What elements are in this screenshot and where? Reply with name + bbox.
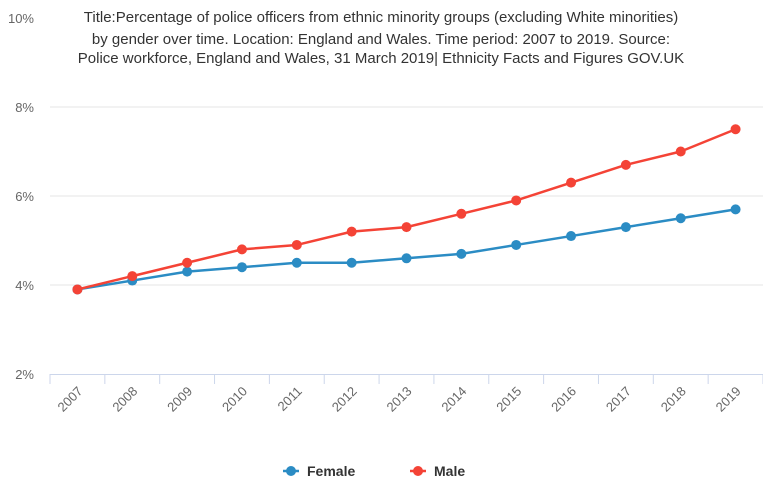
chart-title-line: Title:Percentage of police officers from… [84,9,678,26]
grid-lines [50,106,763,286]
legend-label: Female [307,463,355,479]
y-tick-label: 10% [8,11,34,26]
data-point[interactable] [675,213,686,224]
y-tick-label: 4% [15,278,34,293]
x-tick-label: 2010 [219,384,250,415]
series-female [72,204,741,295]
series-male [72,124,741,295]
data-point[interactable] [72,284,83,295]
y-tick-label: 6% [15,189,34,204]
data-point[interactable] [401,222,412,233]
chart-title-line: by gender over time. Location: England a… [92,31,670,48]
x-tick-label: 2019 [713,384,744,415]
x-tick-label: 2012 [329,384,360,415]
data-point[interactable] [236,244,247,255]
chart-title-line: Police workforce, England and Wales, 31 … [78,50,684,67]
series-line [77,128,737,291]
data-point[interactable] [620,159,631,170]
data-point[interactable] [236,262,247,273]
data-point[interactable] [511,239,522,250]
data-point[interactable] [566,231,577,242]
data-point[interactable] [291,257,302,268]
x-tick-label: 2013 [384,384,415,415]
data-point[interactable] [346,226,357,237]
x-tick-label: 2008 [109,384,140,415]
x-axis: 2007 2008 2009 2010 2011 2012 2013 2014 2015 2016… [49,374,763,415]
y-tick-label: 2% [15,367,34,382]
x-tick-label: 2015 [493,384,524,415]
x-tick-label: 2017 [603,384,634,415]
series-line [77,208,736,291]
x-tick-label: 2018 [658,384,689,415]
x-tick-label: 2014 [438,384,469,415]
data-point[interactable] [291,239,302,250]
legend-item-female[interactable]: Female [283,463,355,479]
data-point[interactable] [182,266,193,277]
legend[interactable]: Female Male [283,463,465,479]
data-point[interactable] [401,253,412,264]
data-point[interactable] [566,177,577,188]
legend-marker [286,466,296,476]
x-tick-label: 2007 [54,384,85,415]
legend-marker [413,466,423,476]
data-point[interactable] [730,204,741,215]
data-point[interactable] [620,222,631,233]
data-point[interactable] [675,146,686,157]
data-point[interactable] [127,271,138,282]
data-point[interactable] [511,195,522,206]
data-point[interactable] [730,124,741,135]
x-tick-label: 2009 [164,384,195,415]
y-axis-ticks: 2% 4% 6% 8% 10% [8,11,34,382]
legend-label: Male [434,463,465,479]
data-point[interactable] [346,257,357,268]
y-tick-label: 8% [15,100,34,115]
chart-title: Title:Percentage of police officers from… [78,9,684,67]
data-point[interactable] [456,248,467,259]
x-tick-label: 2016 [548,384,579,415]
series-lines [72,124,741,295]
data-point[interactable] [182,257,193,268]
data-point[interactable] [456,208,467,219]
legend-item-male[interactable]: Male [410,463,465,479]
x-tick-label: 2011 [275,384,305,414]
